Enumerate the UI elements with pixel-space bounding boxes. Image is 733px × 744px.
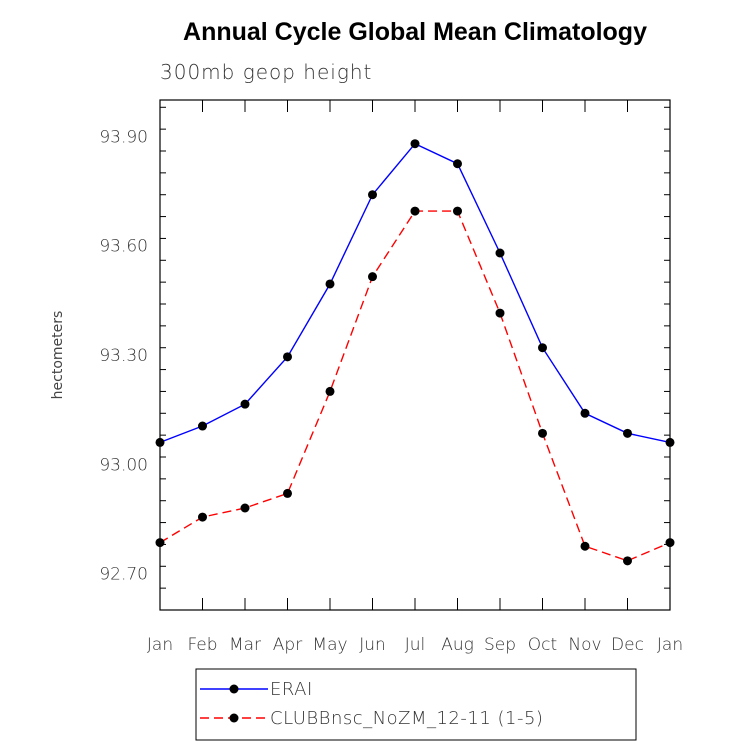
data-point bbox=[198, 512, 207, 522]
chart-title: Annual Cycle Global Mean Climatology bbox=[183, 18, 647, 46]
y-axis-label: hectometers bbox=[50, 311, 66, 400]
legend-marker bbox=[229, 713, 239, 723]
data-point bbox=[155, 538, 165, 548]
y-tick-label: 93.90 bbox=[99, 127, 148, 147]
x-tick-label: Jan bbox=[657, 635, 683, 655]
data-point bbox=[495, 248, 505, 258]
data-point bbox=[240, 399, 250, 409]
data-point bbox=[580, 541, 590, 551]
legend-label: ERAI bbox=[270, 679, 313, 700]
data-point bbox=[623, 556, 632, 566]
x-tick-label: May bbox=[312, 635, 347, 655]
x-tick-labels: Jan Feb Mar Apr May Jun Jul Aug Sep Oct Nov Dec Jan bbox=[147, 635, 683, 655]
x-tick-label: Nov bbox=[568, 635, 601, 655]
x-tick-label: Apr bbox=[273, 635, 302, 655]
data-point bbox=[453, 206, 462, 216]
axis-ticks bbox=[159, 100, 671, 611]
data-point bbox=[453, 159, 462, 169]
x-tick-label: Dec bbox=[611, 635, 644, 655]
plot-frame bbox=[159, 99, 671, 611]
series-line-2 bbox=[159, 210, 671, 562]
x-tick-label: Sep bbox=[484, 635, 516, 655]
legend-box bbox=[195, 668, 637, 741]
data-point bbox=[155, 437, 165, 447]
legend-label: CLUBBnsc_NoZM_12-11 (1-5) bbox=[270, 708, 543, 729]
data-point bbox=[665, 538, 675, 548]
legend: ERAI CLUBBnsc_NoZM_12-11 (1-5) bbox=[195, 668, 637, 741]
data-point bbox=[240, 503, 250, 513]
data-point bbox=[495, 308, 505, 318]
data-point bbox=[580, 408, 590, 418]
series-layer bbox=[155, 139, 675, 566]
y-tick-label: 93.60 bbox=[99, 237, 148, 257]
x-tick-label: Oct bbox=[528, 635, 557, 655]
data-point bbox=[283, 488, 292, 498]
data-point bbox=[410, 139, 420, 149]
x-tick-label: Aug bbox=[441, 635, 474, 655]
data-point bbox=[198, 421, 207, 431]
data-point bbox=[283, 352, 292, 362]
y-tick-label: 92.70 bbox=[99, 565, 148, 585]
x-tick-label: Mar bbox=[229, 635, 261, 655]
data-point bbox=[325, 386, 335, 396]
data-point bbox=[623, 428, 632, 438]
data-point bbox=[410, 206, 420, 216]
x-tick-label: Feb bbox=[187, 635, 217, 655]
x-tick-label: Jul bbox=[405, 635, 426, 655]
data-point bbox=[538, 428, 547, 438]
y-tick-label: 93.00 bbox=[99, 455, 148, 475]
legend-marker bbox=[229, 684, 239, 694]
x-tick-label: Jun bbox=[359, 635, 386, 655]
data-point bbox=[368, 272, 377, 282]
chart-subtitle: 300mb geop height bbox=[160, 60, 372, 84]
series-line-1 bbox=[159, 142, 671, 444]
data-point bbox=[538, 343, 547, 353]
data-point bbox=[325, 279, 335, 289]
data-point bbox=[665, 437, 675, 447]
data-point bbox=[368, 190, 377, 200]
y-tick-labels: 92.70 93.00 93.30 93.60 93.90 bbox=[99, 127, 148, 584]
x-tick-label: Jan bbox=[147, 635, 173, 655]
y-tick-label: 93.30 bbox=[99, 346, 148, 366]
